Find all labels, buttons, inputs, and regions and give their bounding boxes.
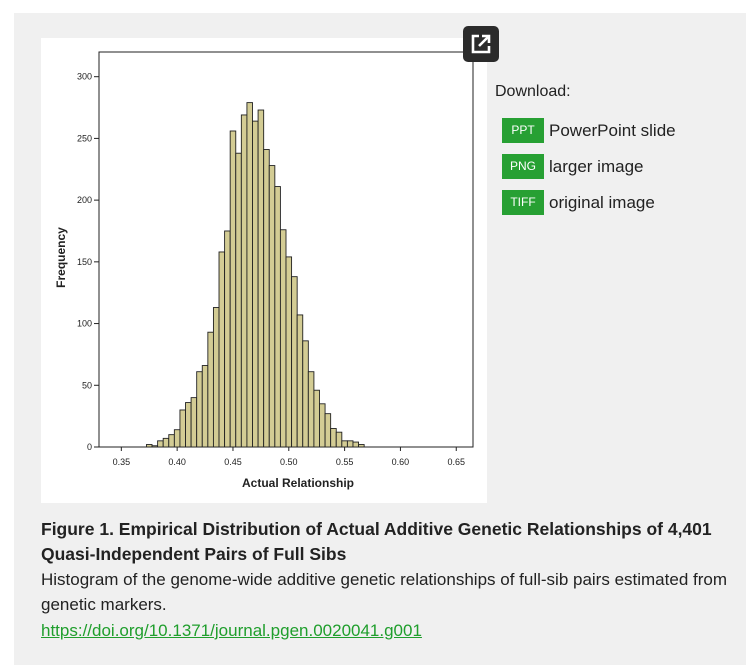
histogram-bar	[268, 165, 276, 448]
histogram-bar	[285, 256, 293, 448]
caption-title: Figure 1. Empirical Distribution of Actu…	[41, 519, 712, 564]
histogram-bar	[218, 251, 226, 448]
doi-link[interactable]: https://doi.org/10.1371/journal.pgen.002…	[41, 621, 422, 640]
histogram-bar	[168, 434, 175, 448]
download-png-link[interactable]: PNG larger image	[502, 154, 735, 179]
histogram-bar	[252, 120, 259, 448]
histogram-bar	[229, 130, 237, 448]
histogram-bar	[313, 389, 320, 448]
histogram-bar	[185, 402, 192, 448]
x-tick-label: 0.40	[168, 457, 186, 467]
histogram-bar	[335, 431, 343, 448]
y-tick-label: 250	[77, 133, 92, 143]
histogram-bar	[302, 340, 309, 448]
histogram-bar	[291, 276, 298, 448]
download-ppt-link[interactable]: PPT PowerPoint slide	[502, 118, 735, 143]
figure-caption: Figure 1. Empirical Distribution of Actu…	[41, 517, 741, 644]
y-tick-label: 300	[77, 72, 92, 82]
histogram-bar	[319, 403, 326, 448]
histogram-bar	[352, 441, 360, 448]
histogram-bar	[145, 444, 153, 448]
ppt-badge[interactable]: PPT	[502, 118, 544, 143]
download-section: Download: PPT PowerPoint slide PNG large…	[495, 83, 735, 226]
histogram-bar	[162, 437, 170, 448]
tiff-label[interactable]: original image	[549, 192, 655, 212]
histogram-bar	[330, 428, 337, 448]
open-in-new-window-icon	[471, 34, 491, 54]
histogram-bar	[358, 444, 365, 448]
histogram-bar	[324, 413, 332, 448]
histogram-bar	[157, 440, 164, 448]
download-tiff-link[interactable]: TIFF original image	[502, 190, 735, 215]
x-tick-label: 0.60	[392, 457, 410, 467]
histogram-bar	[207, 331, 214, 448]
histogram-bar	[179, 409, 186, 448]
histogram-bar	[151, 445, 159, 448]
y-tick-label: 200	[77, 195, 92, 205]
ppt-label[interactable]: PowerPoint slide	[549, 120, 676, 140]
figure-panel: 0.35 0.40 0.45 0.50 0.55 0.60 0.65 0 50 100 150 200…	[14, 13, 746, 665]
png-label[interactable]: larger image	[549, 156, 644, 176]
histogram-bar	[201, 365, 209, 448]
y-tick-label: 0	[87, 442, 92, 452]
x-tick-label: 0.35	[113, 457, 131, 467]
download-title: Download:	[495, 83, 571, 100]
histogram-bar	[274, 186, 281, 448]
x-tick-label: 0.50	[280, 457, 298, 467]
histogram-bar	[341, 440, 348, 448]
y-tick-label: 150	[77, 257, 92, 267]
figure-image[interactable]: 0.35 0.40 0.45 0.50 0.55 0.60 0.65 0 50 100 150 200…	[41, 38, 487, 503]
x-tick-label: 0.45	[224, 457, 242, 467]
histogram-bar	[263, 149, 270, 448]
histogram-bar	[279, 229, 287, 448]
caption-text: Histogram of the genome-wide additive ge…	[41, 570, 727, 614]
histogram-bar	[224, 230, 231, 448]
histogram-bar	[196, 371, 203, 448]
histogram-bar	[240, 114, 248, 448]
y-axis-label: Frequency	[54, 227, 68, 288]
histogram-bar	[346, 440, 354, 448]
x-axis-label: Actual Relationship	[242, 476, 354, 490]
histogram-bar	[235, 152, 242, 448]
tiff-badge[interactable]: TIFF	[502, 190, 544, 215]
x-tick-label: 0.55	[336, 457, 354, 467]
png-badge[interactable]: PNG	[502, 154, 544, 179]
histogram-bar	[307, 371, 315, 448]
x-tick-label: 0.65	[447, 457, 465, 467]
y-tick-label: 50	[82, 380, 92, 390]
histogram-bar	[246, 102, 253, 448]
y-tick-label: 100	[77, 319, 92, 329]
histogram-bar	[173, 429, 181, 448]
histogram-bar	[212, 307, 220, 448]
expand-figure-button[interactable]	[463, 26, 499, 62]
histogram-chart: 0.35 0.40 0.45 0.50 0.55 0.60 0.65 0 50 100 150 200…	[54, 51, 474, 490]
histogram-bar	[190, 397, 198, 448]
histogram-bar	[257, 109, 265, 448]
histogram-bar	[296, 314, 304, 448]
